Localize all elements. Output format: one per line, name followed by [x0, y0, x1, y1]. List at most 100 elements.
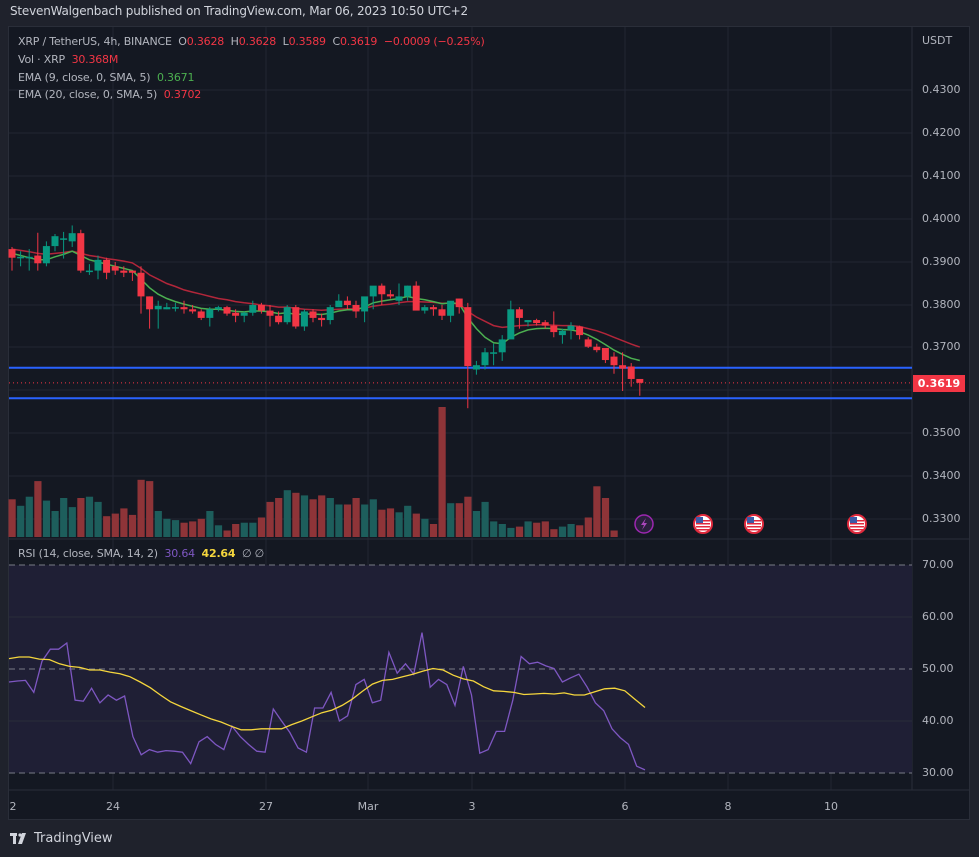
volume-bar	[137, 479, 145, 537]
time-tick: 3	[468, 800, 476, 813]
candle-body	[25, 256, 33, 259]
us-flag-icon	[696, 526, 710, 528]
volume-bar	[42, 500, 51, 537]
candle-body	[412, 285, 420, 311]
volume-bar	[404, 505, 412, 537]
volume-bar	[51, 511, 59, 537]
candle-body	[275, 315, 283, 323]
volume-bar	[85, 496, 94, 537]
price-tick: 0.3400	[922, 469, 961, 482]
candle-body	[68, 233, 76, 242]
volume-bar	[25, 496, 33, 537]
candle-body	[533, 320, 541, 324]
candle-body	[51, 236, 59, 247]
price-tick: 0.4000	[922, 212, 961, 225]
price-tick: 0.3900	[922, 255, 961, 268]
volume-bar	[68, 507, 76, 537]
candle-body	[60, 238, 68, 240]
candle-body	[490, 352, 498, 354]
rsi-sma-line	[8, 656, 646, 731]
volume-bar	[369, 499, 377, 537]
candle-body	[94, 259, 102, 271]
us-flag-icon	[696, 529, 710, 531]
candle-body	[283, 307, 291, 323]
volume-bar	[507, 527, 515, 537]
lightning-icon	[641, 518, 647, 530]
candle-body	[515, 309, 523, 318]
volume-bar	[257, 517, 266, 537]
candle-body	[163, 307, 171, 310]
candle-body	[240, 312, 248, 316]
currency-label: USDT	[922, 34, 953, 47]
candle-body	[309, 311, 317, 318]
volume-bar	[498, 524, 506, 537]
candle-body	[421, 307, 429, 311]
volume-bar	[275, 498, 283, 537]
candle-body	[103, 259, 111, 273]
volume-bar	[515, 526, 524, 537]
candle-body	[180, 307, 188, 310]
candle-body	[326, 307, 334, 321]
rsi-legend[interactable]: RSI (14, close, SMA, 14, 2) 30.64 42.64 …	[18, 547, 265, 560]
candle-body	[507, 309, 515, 340]
time-tick: 6	[621, 800, 629, 813]
volume-bar	[111, 513, 119, 537]
volume-bar	[120, 508, 128, 537]
us-flag-icon	[696, 523, 710, 525]
candle-body	[386, 294, 394, 297]
time-tick: 10	[824, 800, 838, 813]
volume-legend[interactable]: Vol · XRP 30.368M	[18, 53, 119, 66]
volume-bar	[8, 499, 16, 537]
time-tick: Mar	[357, 800, 379, 813]
close-value: 0.3619	[339, 35, 378, 48]
volume-bar	[481, 501, 489, 537]
candle-body	[541, 322, 549, 326]
ema9-legend[interactable]: EMA (9, close, 0, SMA, 5) 0.3671	[18, 71, 195, 84]
us-flag-icon	[850, 523, 864, 525]
candle-body	[171, 307, 179, 309]
volume-bar	[77, 498, 85, 537]
volume-bar	[171, 520, 180, 537]
us-flag-icon	[850, 526, 864, 528]
candle-body	[438, 309, 446, 316]
volume-bar	[429, 524, 438, 537]
candle-body	[120, 270, 128, 273]
volume-bar	[541, 521, 549, 537]
candle-body	[472, 365, 480, 370]
volume-bar	[490, 521, 498, 537]
volume-value: 30.368M	[71, 53, 119, 66]
open-value: 0.3628	[186, 35, 225, 48]
tradingview-logo[interactable]: TradingView	[10, 831, 113, 846]
candle-body	[42, 246, 50, 264]
candle-body	[610, 356, 618, 366]
volume-bar	[189, 521, 197, 537]
volume-bar	[232, 524, 240, 537]
candle-body	[300, 311, 308, 327]
candle-body	[447, 300, 455, 316]
candle-body	[318, 317, 326, 321]
candle-body	[627, 366, 635, 379]
symbol-title[interactable]: XRP / TetherUS, 4h, BINANCE	[18, 35, 172, 48]
candle-body	[154, 305, 162, 310]
brand-name: TradingView	[34, 831, 113, 846]
time-tick: 24	[106, 800, 120, 813]
candle-body	[292, 307, 300, 327]
volume-bar	[180, 522, 188, 537]
candle-body	[352, 305, 360, 312]
us-flag-icon	[850, 517, 857, 523]
ema20-legend[interactable]: EMA (20, close, 0, SMA, 5) 0.3702	[18, 88, 202, 101]
volume-bar	[558, 526, 567, 537]
volume-bar	[249, 522, 257, 537]
rsi-tick: 40.00	[922, 714, 954, 727]
volume-bar	[266, 501, 274, 537]
volume-bar	[593, 486, 601, 537]
volume-bar	[447, 503, 455, 537]
candle-body	[619, 365, 627, 369]
candle-body	[567, 325, 575, 330]
volume-bar	[214, 525, 223, 537]
us-flag-icon	[747, 526, 761, 528]
volume-bar	[576, 525, 584, 537]
tradingview-logo-icon	[10, 832, 26, 844]
volume-bar	[309, 499, 317, 537]
